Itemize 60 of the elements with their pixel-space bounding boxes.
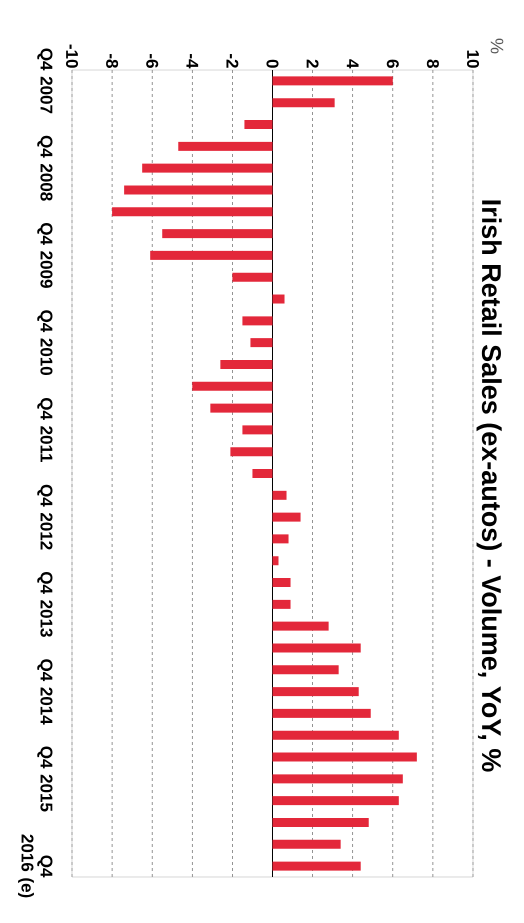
bar — [272, 600, 291, 609]
y-tick-label: Q4 2012 — [37, 484, 52, 550]
text: Irish Retail Sales (ex-autos) - Volume, YoY, % — [476, 200, 502, 772]
y-tick-label: Q4 2016 (e) — [18, 834, 52, 898]
bar — [124, 185, 272, 194]
x-tick-label: 4 — [346, 59, 359, 68]
bar — [178, 142, 272, 151]
bar — [272, 534, 289, 544]
x-tick-label: -8 — [106, 54, 118, 68]
bar — [192, 382, 272, 391]
bar — [272, 687, 359, 696]
x-tick-label: -2 — [226, 54, 238, 68]
bar — [272, 512, 301, 522]
bar — [272, 796, 399, 806]
bar — [272, 622, 329, 631]
bar — [142, 164, 272, 173]
y-tick-label: Q4 2015 — [37, 746, 52, 812]
y-tick-label: Q4 2010 — [37, 310, 52, 376]
bar — [272, 490, 287, 500]
bar — [162, 229, 272, 238]
bar — [230, 447, 272, 456]
bar — [244, 120, 272, 130]
bar — [272, 98, 335, 108]
bar — [272, 76, 393, 86]
bar — [272, 818, 369, 827]
bar — [272, 643, 361, 652]
bar — [272, 774, 403, 784]
bar — [252, 469, 272, 478]
x-tick-label: 0 — [266, 60, 279, 68]
bar — [242, 316, 272, 326]
bar — [272, 556, 279, 566]
x-tick-label: 10 — [466, 50, 480, 68]
bar — [112, 207, 272, 216]
bar — [232, 272, 272, 282]
bar — [250, 338, 272, 348]
x-tick-label: 6 — [386, 60, 399, 68]
bar — [272, 294, 285, 304]
y-tick-label: Q4 2011 — [37, 398, 52, 462]
bar — [242, 425, 272, 434]
bar — [272, 840, 341, 849]
x-tick-label: 8 — [426, 60, 439, 68]
bar — [272, 708, 371, 718]
bar — [272, 578, 291, 588]
bar — [272, 862, 361, 871]
text: % — [490, 38, 504, 54]
y-tick-label: Q4 2013 — [37, 572, 52, 637]
x-tick-label: -10 — [66, 44, 78, 68]
y-tick-label: Q4 2008 — [37, 136, 52, 201]
bar — [272, 730, 399, 740]
bar — [210, 404, 272, 413]
bar — [220, 360, 272, 369]
bar — [272, 752, 417, 762]
bar — [150, 250, 272, 260]
bar — [272, 665, 339, 674]
y-tick-label: Q4 2009 — [37, 223, 52, 288]
x-tick-label: 2 — [306, 60, 319, 68]
y-tick-label: Q4 2014 — [37, 659, 52, 725]
x-tick-label: -4 — [186, 54, 198, 68]
x-tick-label: -6 — [146, 54, 158, 68]
y-tick-label: Q4 2007 — [37, 48, 52, 114]
